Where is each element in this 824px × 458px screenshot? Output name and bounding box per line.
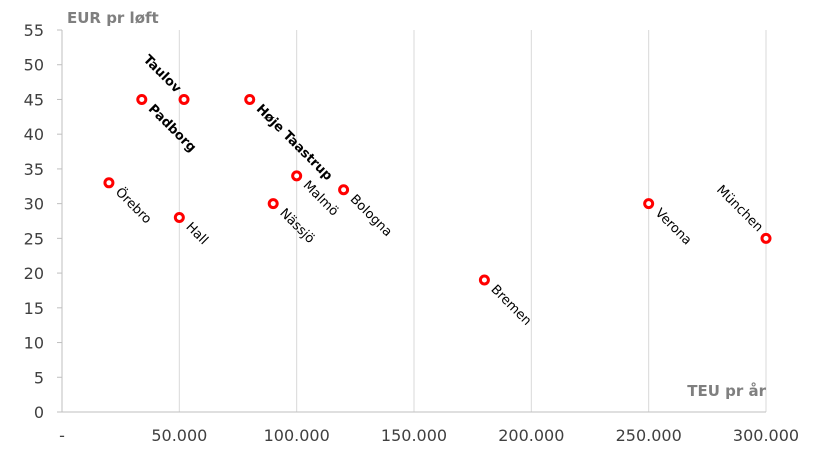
x-tick-labels: - 50.000 100.000 150.000 200.000 250.000 300.0… — [59, 426, 799, 445]
y-tick-label: 50 — [24, 56, 44, 75]
x-tick-label: 100.000 — [264, 426, 330, 445]
data-label: Padborg — [145, 102, 199, 156]
x-tick-label: 150.000 — [381, 426, 447, 445]
y-tick-label: 45 — [24, 90, 44, 109]
data-point — [173, 212, 185, 224]
y-tick-label: 30 — [24, 195, 44, 214]
x-tick-label: 250.000 — [616, 426, 682, 445]
grid-layer — [178, 30, 767, 412]
y-tick-label: 10 — [24, 334, 44, 353]
data-point — [760, 232, 772, 244]
x-tick-label: - — [59, 426, 65, 445]
x-tick-label: 50.000 — [151, 426, 207, 445]
y-tick-label: 25 — [24, 229, 44, 248]
data-label: Malmö — [300, 178, 341, 219]
y-axis-title: EUR pr løft — [67, 9, 159, 27]
data-label: Bologna — [347, 192, 395, 240]
data-points — [103, 93, 772, 286]
y-tick-label: 40 — [24, 125, 44, 144]
data-label: Hall — [183, 220, 211, 248]
y-tick-label: 35 — [24, 160, 44, 179]
data-label: Verona — [652, 206, 695, 249]
data-point — [291, 170, 303, 182]
data-point — [478, 274, 490, 286]
y-tick-label: 55 — [24, 21, 44, 40]
data-point — [643, 198, 655, 210]
x-tick-label: 300.000 — [733, 426, 799, 445]
data-point — [178, 93, 190, 105]
data-label: Bremen — [488, 282, 535, 329]
y-tick-label: 5 — [34, 368, 44, 387]
y-tick-labels: 0 5 10 15 20 25 30 35 40 45 50 55 — [24, 21, 44, 422]
data-point — [244, 93, 256, 105]
data-point — [136, 93, 148, 105]
x-tick-label: 200.000 — [498, 426, 564, 445]
y-tick-label: 0 — [34, 403, 44, 422]
x-axis-title: TEU pr år — [687, 382, 766, 400]
data-point — [103, 177, 115, 189]
data-point — [338, 184, 350, 196]
data-label: Taulov — [140, 52, 184, 96]
data-label: München — [713, 183, 766, 236]
axis-layer — [57, 29, 766, 413]
y-tick-label: 15 — [24, 299, 44, 318]
y-tick-label: 20 — [24, 264, 44, 283]
data-label: Örebro — [112, 184, 156, 228]
data-point — [267, 198, 279, 210]
